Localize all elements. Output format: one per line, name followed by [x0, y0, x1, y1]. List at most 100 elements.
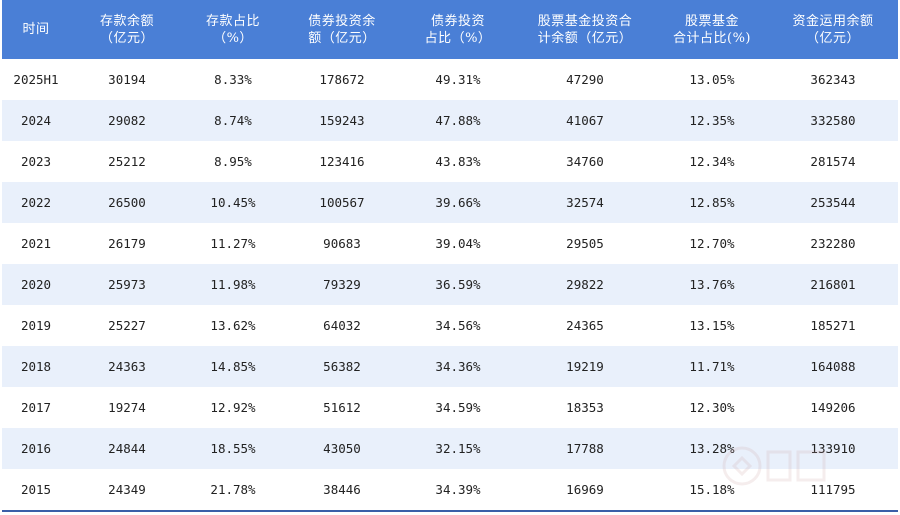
value-cell: 39.04%: [402, 223, 514, 264]
table-row: 2019 25227 13.62% 64032 34.56% 24365 13.15% 185…: [2, 305, 898, 346]
value-cell: 11.27%: [184, 223, 282, 264]
period-cell: 2016: [2, 428, 70, 469]
period-cell: 2025H1: [2, 59, 70, 100]
value-cell: 159243: [282, 100, 402, 141]
value-cell: 12.30%: [656, 387, 768, 428]
value-cell: 185271: [768, 305, 898, 346]
value-cell: 24844: [70, 428, 184, 469]
value-cell: 25973: [70, 264, 184, 305]
value-cell: 51612: [282, 387, 402, 428]
value-cell: 12.35%: [656, 100, 768, 141]
value-cell: 178672: [282, 59, 402, 100]
value-cell: 14.85%: [184, 346, 282, 387]
value-cell: 36.59%: [402, 264, 514, 305]
table-row: 2017 19274 12.92% 51612 34.59% 18353 12.30% 149…: [2, 387, 898, 428]
value-cell: 216801: [768, 264, 898, 305]
value-cell: 281574: [768, 141, 898, 182]
value-cell: 18.55%: [184, 428, 282, 469]
period-cell: 2015: [2, 469, 70, 512]
table-row: 2020 25973 11.98% 79329 36.59% 29822 13.76% 216…: [2, 264, 898, 305]
value-cell: 34760: [514, 141, 656, 182]
value-cell: 12.34%: [656, 141, 768, 182]
table-row: 2022 26500 10.45% 100567 39.66% 32574 12.85% 25…: [2, 182, 898, 223]
value-cell: 8.74%: [184, 100, 282, 141]
value-cell: 15.18%: [656, 469, 768, 512]
value-cell: 38446: [282, 469, 402, 512]
column-header: 股票基金投资合 计余额（亿元）: [514, 0, 656, 59]
value-cell: 47290: [514, 59, 656, 100]
value-cell: 39.66%: [402, 182, 514, 223]
value-cell: 24349: [70, 469, 184, 512]
value-cell: 24365: [514, 305, 656, 346]
value-cell: 29505: [514, 223, 656, 264]
value-cell: 17788: [514, 428, 656, 469]
table-row: 2024 29082 8.74% 159243 47.88% 41067 12.35% 332…: [2, 100, 898, 141]
value-cell: 12.92%: [184, 387, 282, 428]
value-cell: 49.31%: [402, 59, 514, 100]
value-cell: 43.83%: [402, 141, 514, 182]
value-cell: 8.33%: [184, 59, 282, 100]
value-cell: 21.78%: [184, 469, 282, 512]
header-row: 时间 存款余额 （亿元） 存款占比 （%） 债券投资余 额（亿元） 债券投资 占比（%）…: [2, 0, 898, 59]
value-cell: 25227: [70, 305, 184, 346]
value-cell: 18353: [514, 387, 656, 428]
value-cell: 111795: [768, 469, 898, 512]
period-cell: 2023: [2, 141, 70, 182]
value-cell: 32.15%: [402, 428, 514, 469]
value-cell: 8.95%: [184, 141, 282, 182]
value-cell: 79329: [282, 264, 402, 305]
period-cell: 2018: [2, 346, 70, 387]
value-cell: 133910: [768, 428, 898, 469]
value-cell: 90683: [282, 223, 402, 264]
value-cell: 32574: [514, 182, 656, 223]
period-cell: 2021: [2, 223, 70, 264]
value-cell: 64032: [282, 305, 402, 346]
value-cell: 100567: [282, 182, 402, 223]
column-header: 存款占比 （%）: [184, 0, 282, 59]
value-cell: 34.36%: [402, 346, 514, 387]
value-cell: 30194: [70, 59, 184, 100]
value-cell: 19274: [70, 387, 184, 428]
value-cell: 19219: [514, 346, 656, 387]
value-cell: 13.28%: [656, 428, 768, 469]
column-header: 时间: [2, 0, 70, 59]
period-cell: 2024: [2, 100, 70, 141]
table-row: 2015 24349 21.78% 38446 34.39% 16969 15.18% 111…: [2, 469, 898, 512]
value-cell: 13.62%: [184, 305, 282, 346]
period-cell: 2020: [2, 264, 70, 305]
table-row: 2023 25212 8.95% 123416 43.83% 34760 12.34% 281…: [2, 141, 898, 182]
value-cell: 13.76%: [656, 264, 768, 305]
value-cell: 41067: [514, 100, 656, 141]
value-cell: 24363: [70, 346, 184, 387]
table-row: 2016 24844 18.55% 43050 32.15% 17788 13.28% 133…: [2, 428, 898, 469]
value-cell: 10.45%: [184, 182, 282, 223]
value-cell: 26179: [70, 223, 184, 264]
value-cell: 164088: [768, 346, 898, 387]
table-row: 2025H1 30194 8.33% 178672 49.31% 47290 13.05% 3…: [2, 59, 898, 100]
value-cell: 43050: [282, 428, 402, 469]
value-cell: 11.71%: [656, 346, 768, 387]
period-cell: 2022: [2, 182, 70, 223]
logo-watermark-icon: [722, 446, 826, 486]
value-cell: 34.59%: [402, 387, 514, 428]
value-cell: 16969: [514, 469, 656, 512]
value-cell: 232280: [768, 223, 898, 264]
value-cell: 123416: [282, 141, 402, 182]
value-cell: 56382: [282, 346, 402, 387]
value-cell: 12.85%: [656, 182, 768, 223]
value-cell: 332580: [768, 100, 898, 141]
period-cell: 2017: [2, 387, 70, 428]
value-cell: 12.70%: [656, 223, 768, 264]
value-cell: 34.39%: [402, 469, 514, 512]
table-row: 2018 24363 14.85% 56382 34.36% 19219 11.71% 164…: [2, 346, 898, 387]
value-cell: 26500: [70, 182, 184, 223]
value-cell: 29822: [514, 264, 656, 305]
period-cell: 2019: [2, 305, 70, 346]
column-header: 债券投资余 额（亿元）: [282, 0, 402, 59]
table-row: 2021 26179 11.27% 90683 39.04% 29505 12.70% 232…: [2, 223, 898, 264]
column-header: 债券投资 占比（%）: [402, 0, 514, 59]
column-header: 股票基金 合计占比(%): [656, 0, 768, 59]
value-cell: 362343: [768, 59, 898, 100]
